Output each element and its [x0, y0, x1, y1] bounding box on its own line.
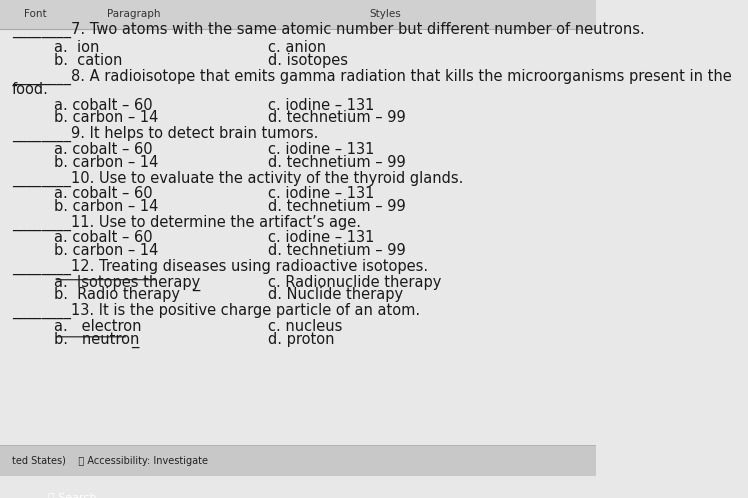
Text: c. iodine – 131: c. iodine – 131 [269, 230, 375, 245]
Text: a. cobalt – 60: a. cobalt – 60 [54, 142, 153, 157]
Text: d. technetium – 99: d. technetium – 99 [269, 154, 406, 170]
Text: a.  ion: a. ion [54, 40, 99, 55]
Text: c. iodine – 131: c. iodine – 131 [269, 186, 375, 201]
Text: c. iodine – 131: c. iodine – 131 [269, 98, 375, 113]
Text: b.  Radio therapy: b. Radio therapy [54, 287, 180, 302]
Text: b.  cation: b. cation [54, 53, 122, 68]
Text: ________10. Use to evaluate the activity of the thyroid glands.: ________10. Use to evaluate the activity… [12, 170, 463, 187]
Text: b. carbon – 14: b. carbon – 14 [54, 243, 158, 258]
Text: d. proton: d. proton [269, 332, 335, 347]
Text: c. nucleus: c. nucleus [269, 319, 343, 334]
Text: d. technetium – 99: d. technetium – 99 [269, 111, 406, 125]
Text: a. cobalt – 60: a. cobalt – 60 [54, 230, 153, 245]
Text: ________8. A radioisotope that emits gamma radiation that kills the microorganis: ________8. A radioisotope that emits gam… [12, 69, 732, 85]
Text: Paragraph: Paragraph [108, 9, 161, 19]
Text: b. carbon – 14: b. carbon – 14 [54, 154, 158, 170]
Text: food.: food. [12, 82, 49, 97]
Text: a. cobalt – 60: a. cobalt – 60 [54, 186, 153, 201]
Text: ________11. Use to determine the artifact’s age.: ________11. Use to determine the artifac… [12, 215, 361, 231]
Text: Styles: Styles [370, 9, 402, 19]
Text: b. carbon – 14: b. carbon – 14 [54, 111, 158, 125]
Text: c. iodine – 131: c. iodine – 131 [269, 142, 375, 157]
Text: c. anion: c. anion [269, 40, 326, 55]
FancyBboxPatch shape [0, 476, 596, 498]
Text: d. technetium – 99: d. technetium – 99 [269, 199, 406, 214]
Text: c. Radionuclide therapy: c. Radionuclide therapy [269, 274, 442, 289]
Text: b. carbon – 14: b. carbon – 14 [54, 199, 158, 214]
Text: ted States)    Ⓘ Accessibility: Investigate: ted States) Ⓘ Accessibility: Investigate [12, 456, 208, 466]
FancyBboxPatch shape [0, 445, 596, 476]
Text: ________12. Treating diseases using radioactive isotopes.: ________12. Treating diseases using radi… [12, 259, 428, 275]
Text: Font: Font [24, 9, 46, 19]
Text: 🔍 Search: 🔍 Search [48, 492, 96, 498]
Text: a. cobalt – 60: a. cobalt – 60 [54, 98, 153, 113]
Text: a.  Isotopes therapy̲̲̲̲̲̲̲̲: a. Isotopes therapy̲̲̲̲̲̲̲̲ [54, 274, 200, 291]
Text: d. Nuclide therapy: d. Nuclide therapy [269, 287, 403, 302]
Text: ________7. Two atoms with the same atomic number but different number of neutron: ________7. Two atoms with the same atomi… [12, 21, 645, 38]
Text: d. isotopes: d. isotopes [269, 53, 349, 68]
FancyBboxPatch shape [0, 0, 596, 28]
Text: b.   neutron̲̲̲̲̲̲̲: b. neutron̲̲̲̲̲̲̲ [54, 332, 139, 348]
FancyBboxPatch shape [6, 485, 30, 498]
Text: ________9. It helps to detect brain tumors.: ________9. It helps to detect brain tumo… [12, 126, 319, 142]
Text: ________13. It is the positive charge particle of an atom.: ________13. It is the positive charge pa… [12, 303, 420, 319]
Text: d. technetium – 99: d. technetium – 99 [269, 243, 406, 258]
Text: a.   electron: a. electron [54, 319, 141, 334]
